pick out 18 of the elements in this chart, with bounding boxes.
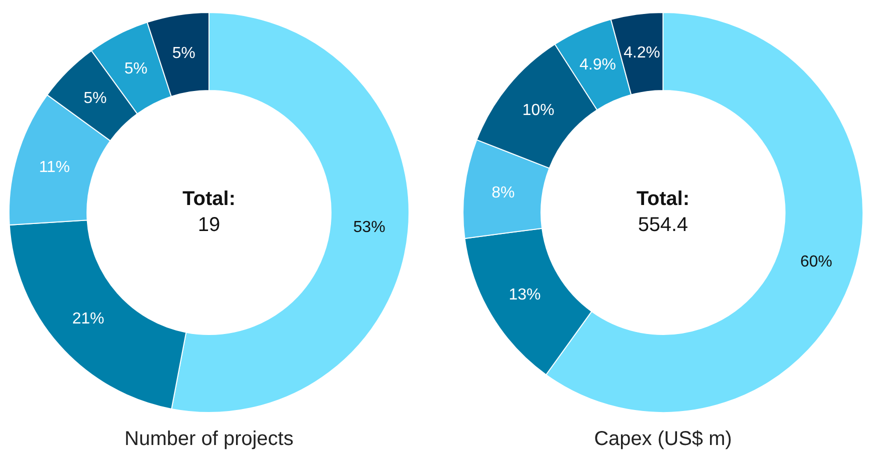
data-label: 13% bbox=[508, 286, 541, 304]
text: Capex (US$ m) bbox=[593, 428, 733, 451]
data-label: 5% bbox=[124, 60, 148, 78]
data-label: 5% bbox=[84, 90, 107, 108]
text: 19 bbox=[198, 214, 220, 236]
data-label: 53% bbox=[353, 219, 386, 236]
text: Total: bbox=[636, 188, 690, 210]
data-label: 5% bbox=[172, 44, 196, 62]
data-label: 4.9% bbox=[579, 56, 616, 74]
data-label: 11% bbox=[38, 158, 70, 176]
data-label: 21% bbox=[72, 310, 104, 328]
text: Number of projects bbox=[124, 428, 294, 451]
text: Total: bbox=[182, 188, 236, 210]
data-label: 10% bbox=[522, 102, 554, 119]
data-label: 8% bbox=[492, 184, 515, 202]
text: 554.4 bbox=[638, 214, 688, 236]
data-label: 60% bbox=[800, 253, 832, 270]
data-label: 4.2% bbox=[624, 44, 660, 62]
